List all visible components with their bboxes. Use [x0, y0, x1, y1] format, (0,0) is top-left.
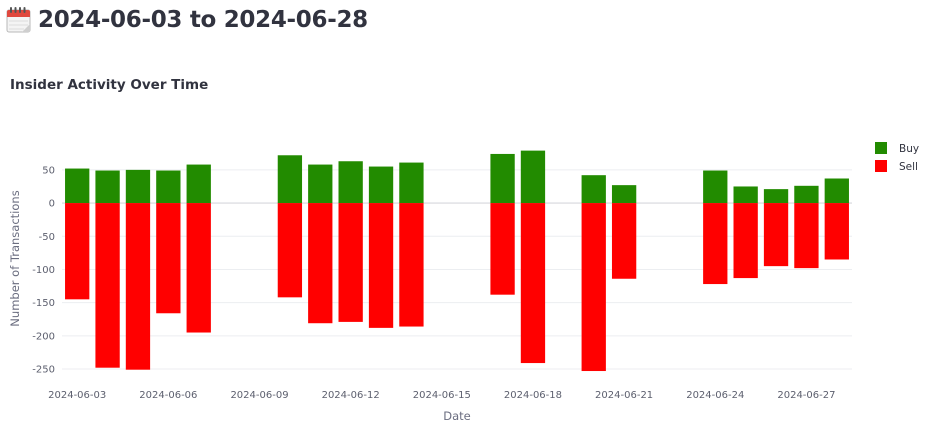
bar-buy-2024-06-27[interactable]	[794, 185, 819, 204]
bar-buy-2024-06-20[interactable]	[581, 175, 606, 204]
bar-sell-2024-06-14[interactable]	[399, 203, 424, 327]
bar-sell-2024-06-25[interactable]	[733, 203, 758, 279]
bar-sell-2024-06-27[interactable]	[794, 203, 819, 269]
bar-sell-2024-06-28[interactable]	[824, 203, 849, 260]
bar-buy-2024-06-06[interactable]	[156, 170, 181, 204]
x-tick-label: 2024-06-21	[595, 390, 653, 401]
legend-item-buy[interactable]: Buy	[875, 142, 919, 155]
bar-buy-2024-06-05[interactable]	[125, 169, 151, 204]
bar-sell-2024-06-05[interactable]	[125, 203, 151, 370]
bar-sell-2024-06-13[interactable]	[368, 203, 394, 328]
x-tick-label: 2024-06-12	[322, 390, 380, 401]
bar-sell-2024-06-20[interactable]	[581, 203, 606, 372]
legend-label-buy: Buy	[899, 143, 919, 155]
page-header: 2024-06-03 to 2024-06-28	[6, 2, 368, 38]
bar-sell-2024-06-04[interactable]	[95, 203, 120, 368]
bar-sell-2024-06-21[interactable]	[611, 203, 637, 279]
bar-buy-2024-06-26[interactable]	[763, 189, 789, 204]
x-tick-label: 2024-06-09	[230, 390, 288, 401]
bar-buy-2024-06-17[interactable]	[490, 153, 515, 204]
bar-sell-2024-06-17[interactable]	[490, 203, 515, 295]
bar-sell-2024-06-06[interactable]	[156, 203, 181, 314]
y-tick-label: 50	[42, 165, 55, 176]
y-axis-title: Number of Transactions	[8, 190, 22, 326]
y-tick-label: -100	[32, 265, 55, 276]
bar-buy-2024-06-10[interactable]	[277, 155, 303, 204]
bar-buy-2024-06-07[interactable]	[186, 164, 211, 204]
bar-layer	[65, 150, 849, 372]
bar-buy-2024-06-24[interactable]	[703, 170, 728, 204]
bar-buy-2024-06-03[interactable]	[65, 168, 90, 204]
y-tick-label: -50	[39, 232, 55, 243]
x-tick-label: 2024-06-18	[504, 390, 562, 401]
bar-buy-2024-06-21[interactable]	[611, 185, 637, 204]
bar-buy-2024-06-25[interactable]	[733, 186, 758, 204]
calendar-icon	[6, 7, 31, 33]
bar-buy-2024-06-18[interactable]	[520, 150, 546, 204]
x-tick-label: 2024-06-27	[777, 390, 835, 401]
y-tick-labels: 50 0 -50 -100 -150 -200 -250	[32, 165, 55, 375]
x-tick-label: 2024-06-03	[48, 390, 106, 401]
bar-sell-2024-06-12[interactable]	[338, 203, 363, 322]
bar-sell-2024-06-10[interactable]	[277, 203, 303, 298]
y-tick-label: 0	[49, 199, 55, 210]
y-tick-label: -200	[32, 331, 55, 342]
x-tick-label: 2024-06-24	[686, 390, 744, 401]
bar-sell-2024-06-26[interactable]	[763, 203, 789, 267]
bar-buy-2024-06-11[interactable]	[308, 164, 333, 204]
legend-swatch-sell	[875, 160, 887, 172]
y-tick-label: -150	[32, 298, 55, 309]
legend-swatch-buy	[875, 142, 887, 154]
bar-buy-2024-06-14[interactable]	[399, 162, 424, 204]
chart-title: Insider Activity Over Time	[10, 77, 209, 93]
x-tick-labels: 2024-06-03 2024-06-06 2024-06-09 2024-06-12…	[48, 390, 835, 401]
legend-item-sell[interactable]: Sell	[875, 160, 918, 173]
legend[interactable]: Buy Sell	[875, 142, 919, 173]
bar-buy-2024-06-12[interactable]	[338, 161, 363, 204]
bar-buy-2024-06-28[interactable]	[824, 178, 849, 204]
bar-sell-2024-06-24[interactable]	[703, 203, 728, 285]
page-title: 2024-06-03 to 2024-06-28	[38, 7, 368, 33]
bar-sell-2024-06-11[interactable]	[308, 203, 333, 324]
x-axis-title: Date	[443, 409, 471, 423]
y-tick-label: -250	[32, 365, 55, 376]
bar-buy-2024-06-13[interactable]	[368, 166, 394, 204]
bar-sell-2024-06-18[interactable]	[520, 203, 546, 364]
x-tick-label: 2024-06-15	[413, 390, 471, 401]
legend-label-sell: Sell	[899, 161, 918, 173]
bar-sell-2024-06-03[interactable]	[65, 203, 90, 300]
x-tick-label: 2024-06-06	[139, 390, 197, 401]
bar-buy-2024-06-04[interactable]	[95, 170, 120, 204]
bar-sell-2024-06-07[interactable]	[186, 203, 211, 333]
